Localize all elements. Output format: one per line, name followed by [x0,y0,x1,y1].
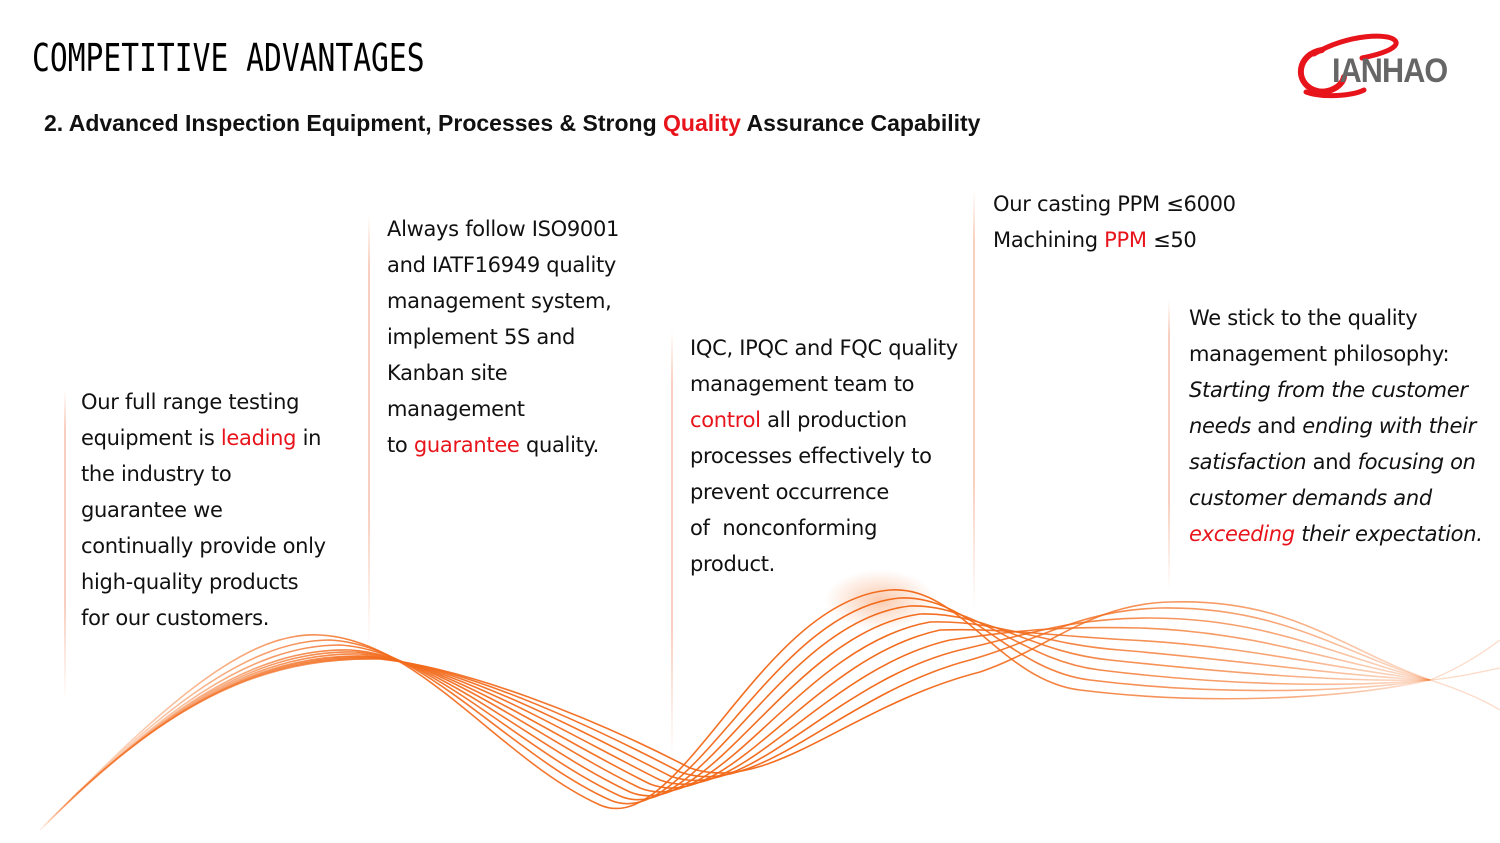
text-block-philosophy: We stick to the quality management philo… [1189,300,1483,552]
logo-swoosh-icon [1297,33,1399,99]
highlight-ppm: PPM [1104,228,1147,252]
text-line: prevent occurrence [690,480,889,504]
logo-wordmark: IANHAO [1332,52,1448,90]
text-line: guarantee we [81,498,223,522]
text-line: of nonconforming [690,516,878,540]
highlight-control: control [690,408,761,432]
text-line: management system, [387,289,612,313]
text-line: We stick to the quality [1189,306,1418,330]
text-block-iso-standards: Always follow ISO9001 and IATF16949 qual… [387,211,619,463]
text-line: for our customers. [81,606,270,630]
highlight-guarantee: guarantee [413,433,520,457]
divider-4 [973,190,975,610]
text-line: management [387,397,525,421]
text-block-qc-team: IQC, IPQC and FQC quality management tea… [690,330,958,582]
text-line: needs and ending with their [1189,414,1477,438]
divider-1 [64,390,66,700]
text-line: Our full range testing [81,390,300,414]
subtitle-text-end: Assurance Capability [740,110,981,136]
text-line: implement 5S and [387,325,576,349]
text-line: Always follow ISO9001 [387,217,620,241]
divider-3 [671,330,673,760]
text-line: high-quality products [81,570,299,594]
page-title: COMPETITIVE ADVANTAGES [32,36,425,80]
text-line: the industry to [81,462,232,486]
divider-5 [1168,300,1170,590]
text-line: satisfaction and focusing on [1189,450,1476,474]
text-line: Kanban site [387,361,508,385]
casting-ppm: Our casting PPM ≤6000 [993,192,1236,216]
text-line: management philosophy: [1189,342,1450,366]
text-line: product. [690,552,776,576]
text-line: exceeding their expectation. [1189,522,1483,546]
text-line: Starting from the customer [1189,378,1468,402]
section-subtitle: 2. Advanced Inspection Equipment, Proces… [44,110,980,137]
text-block-ppm-stats: Our casting PPM ≤6000 Machining PPM ≤50 [993,186,1236,258]
machining-ppm: Machining PPM ≤50 [993,228,1197,252]
text-line: equipment is leading in [81,426,322,450]
text-line: processes effectively to [690,444,932,468]
subtitle-highlight: Quality [663,110,741,136]
text-line: continually provide only [81,534,326,558]
text-line: management team to [690,372,915,396]
highlight-leading: leading [220,426,297,450]
text-line: customer demands and [1189,486,1432,510]
text-line: and IATF16949 quality [387,253,617,277]
text-line: control all production [690,408,907,432]
decorative-wave-graphic [39,570,1500,831]
subtitle-text: 2. Advanced Inspection Equipment, Proces… [44,110,664,136]
text-line: to guarantee quality. [387,433,600,457]
text-line: IQC, IPQC and FQC quality [690,336,958,360]
text-block-testing-equipment: Our full range testing equipment is lead… [81,384,326,636]
highlight-exceeding: exceeding [1189,522,1295,546]
divider-2 [368,215,370,645]
qianhao-logo: IANHAO [1292,32,1464,104]
